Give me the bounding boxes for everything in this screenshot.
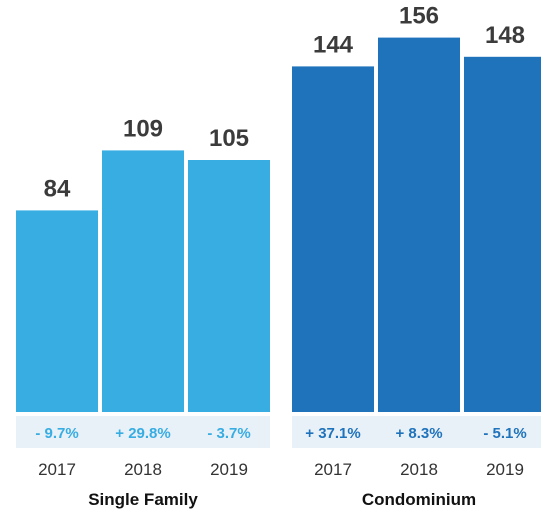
bar (464, 56, 541, 413)
bar (102, 150, 184, 412)
data-label: 156 (399, 3, 439, 30)
group-label: Condominium (362, 490, 476, 509)
change-label: + 8.3% (395, 425, 442, 442)
data-label: 148 (485, 22, 525, 49)
x-tick-label: 2018 (124, 460, 162, 479)
data-label: 105 (209, 125, 249, 152)
x-tick-label: 2018 (400, 460, 438, 479)
x-tick-label: 2017 (38, 460, 76, 479)
bar (292, 66, 374, 413)
bar (16, 210, 98, 412)
change-label: - 9.7% (35, 425, 78, 442)
change-label: + 29.8% (115, 425, 170, 442)
change-label: + 37.1% (305, 425, 360, 442)
x-tick-label: 2017 (314, 460, 352, 479)
change-label: - 3.7% (207, 425, 250, 442)
x-tick-label: 2019 (486, 460, 524, 479)
change-label: - 5.1% (483, 425, 526, 442)
data-label: 109 (123, 115, 163, 142)
change-band (16, 416, 270, 448)
x-tick-label: 2019 (210, 460, 248, 479)
data-label: 144 (313, 31, 354, 58)
bar (188, 160, 270, 412)
bar (378, 37, 460, 412)
change-band (292, 416, 541, 448)
group-label: Single Family (88, 490, 198, 509)
data-label: 84 (44, 175, 71, 202)
